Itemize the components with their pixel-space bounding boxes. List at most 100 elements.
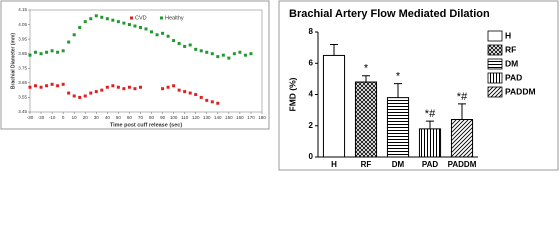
x-tick-label: 160 (236, 115, 244, 120)
data-point (210, 100, 214, 104)
data-point (45, 50, 49, 54)
x-tick-label: -20 (38, 115, 45, 120)
x-tick-label: 0 (62, 115, 65, 120)
x-tick-label: 20 (83, 115, 89, 120)
data-point (188, 91, 192, 95)
data-point (50, 82, 54, 86)
x-tick-label: 90 (160, 115, 166, 120)
x-tick-label: 80 (149, 115, 155, 120)
data-point (133, 24, 137, 28)
y-tick-label: 3.95 (18, 36, 27, 41)
data-point (177, 42, 181, 46)
legend-label: Healthy (165, 15, 184, 21)
data-point (100, 88, 104, 92)
bar (386, 97, 410, 158)
data-point (39, 85, 43, 89)
data-point (56, 84, 60, 88)
data-point (155, 33, 159, 37)
legend-label: CVD (135, 15, 147, 21)
data-point (127, 23, 131, 27)
figure: 3.45 3.55 3.65 3.75 3.85 3.95 4.05 4.15 -30 -20 -1… (0, 0, 559, 171)
data-point (150, 30, 154, 34)
data-point (210, 52, 214, 56)
data-point (89, 91, 93, 95)
data-point (72, 94, 76, 98)
data-point (221, 53, 225, 57)
x-tick-label: 150 (225, 115, 233, 120)
y-axis-label: FMD (%) (287, 77, 297, 111)
y-tick-label: 3.55 (18, 95, 27, 100)
data-point (105, 17, 109, 21)
legend-label: PADDM (505, 86, 536, 96)
x-tick-label: 100 (170, 115, 178, 120)
significance-label: *# (457, 91, 468, 103)
error-bar (330, 44, 338, 56)
x-tick-label: 130 (203, 115, 211, 120)
y-tick-label: 4 (309, 90, 314, 99)
data-point (28, 53, 32, 57)
data-point (94, 90, 98, 94)
x-tick-label: 140 (214, 115, 222, 120)
y-tick-label: 3.45 (18, 109, 27, 114)
x-tick-label: 110 (181, 115, 189, 120)
data-point (238, 50, 242, 54)
x-axis-label: Time post cuff release (sec) (110, 122, 183, 128)
legend-label: RF (505, 44, 516, 54)
legend-swatch (487, 58, 503, 70)
data-point (78, 95, 82, 99)
x-tick-label: PADDM (448, 160, 477, 169)
data-point (116, 20, 120, 24)
error-bar (394, 83, 402, 98)
data-point (111, 18, 115, 22)
legend-swatch (487, 72, 503, 84)
data-point (122, 21, 126, 25)
legend-marker (130, 16, 133, 20)
x-tick-label: 170 (247, 115, 255, 120)
data-point (199, 49, 203, 53)
data-point (50, 49, 54, 53)
error-bar (362, 75, 370, 82)
x-tick-label: 60 (127, 115, 133, 120)
x-tick-label: 40 (105, 115, 111, 120)
x-tick-label: 70 (138, 115, 144, 120)
x-tick-label: PAD (422, 160, 439, 169)
data-point (194, 47, 198, 51)
data-point (56, 50, 60, 54)
data-point (116, 85, 120, 89)
y-tick-label: 2 (309, 121, 314, 130)
significance-label: *# (425, 108, 436, 120)
data-point (161, 87, 165, 91)
legend-swatch (487, 86, 503, 98)
data-point (83, 94, 87, 98)
significance-label: * (396, 70, 401, 82)
data-point (199, 95, 203, 99)
data-point (122, 87, 126, 91)
data-point (72, 33, 76, 37)
y-tick-label: 4.15 (18, 7, 27, 12)
data-point (105, 85, 109, 89)
data-point (249, 52, 253, 56)
page: 3.45 3.55 3.65 3.75 3.85 3.95 4.05 4.15 -30 -20 -1… (0, 0, 560, 172)
legend-label: DM (505, 58, 518, 68)
x-tick-label: RF (361, 160, 372, 169)
x-tick-label: 120 (192, 115, 200, 120)
data-point (100, 15, 104, 19)
plot-area (29, 9, 263, 113)
data-point (39, 52, 43, 56)
data-point (205, 98, 209, 102)
data-point (194, 93, 198, 97)
data-point (144, 27, 148, 31)
x-tick-label: H (331, 160, 337, 169)
legend-label: H (505, 30, 511, 40)
bar (450, 119, 474, 158)
data-point (216, 55, 220, 59)
data-point (166, 34, 170, 38)
data-point (133, 87, 137, 91)
legend-swatch (487, 44, 503, 56)
data-point (177, 88, 181, 92)
data-point (172, 84, 176, 88)
bar (322, 54, 346, 158)
data-point (183, 90, 187, 94)
x-tick-label: -30 (27, 115, 34, 120)
data-point (166, 85, 170, 89)
